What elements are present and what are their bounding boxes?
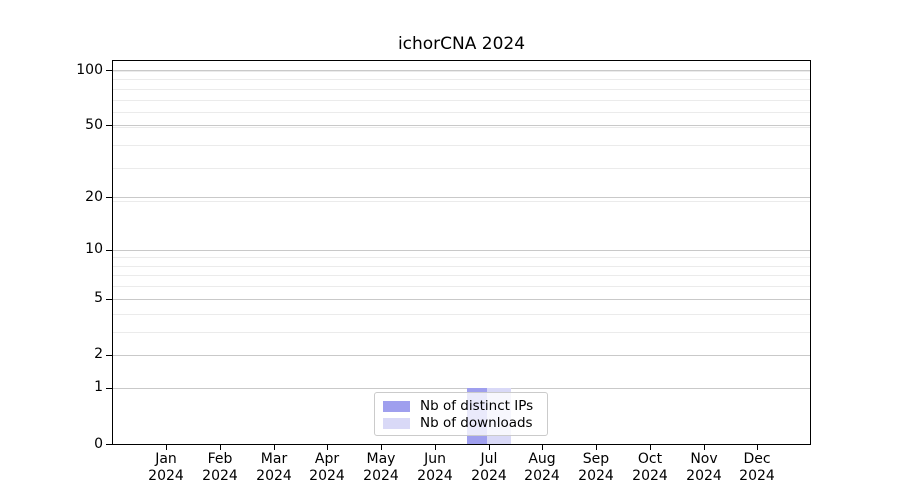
y-tick-mark: [106, 299, 112, 300]
x-tick-label: May 2024: [346, 451, 416, 485]
x-tick-year: 2024: [632, 468, 668, 484]
x-tick-year: 2024: [417, 468, 453, 484]
x-tick-month: May: [366, 451, 396, 467]
legend-item: Nb of distinct IPs: [382, 398, 540, 414]
x-tick-label: Jun 2024: [400, 451, 470, 485]
x-tick-mark: [327, 445, 328, 450]
x-tick-label: Oct 2024: [615, 451, 685, 485]
x-tick-label: Nov 2024: [669, 451, 739, 485]
minor-gridline: [113, 112, 810, 113]
y-tick-label: 2: [94, 346, 103, 362]
minor-gridline: [113, 145, 810, 146]
x-tick-mark: [542, 445, 543, 450]
major-gridline: [113, 299, 810, 300]
minor-gridline: [113, 100, 810, 101]
y-tick-mark: [106, 444, 112, 445]
x-tick-mark: [489, 445, 490, 450]
legend-label: Nb of distinct IPs: [420, 398, 534, 414]
minor-gridline: [113, 332, 810, 333]
x-tick-month: Jan: [155, 451, 177, 467]
y-tick-mark: [106, 388, 112, 389]
legend-swatch: [383, 400, 410, 412]
x-tick-year: 2024: [202, 468, 238, 484]
major-gridline: [113, 197, 810, 198]
legend-label: Nb of downloads: [420, 415, 533, 431]
legend-swatch: [383, 417, 410, 429]
x-tick-label: Mar 2024: [239, 451, 309, 485]
major-gridline: [113, 125, 810, 126]
y-tick-label: 1: [94, 379, 103, 395]
x-tick-mark: [757, 445, 758, 450]
minor-gridline: [113, 314, 810, 315]
x-tick-year: 2024: [309, 468, 345, 484]
x-tick-label: Aug 2024: [507, 451, 577, 485]
x-tick-year: 2024: [686, 468, 722, 484]
y-tick-mark: [106, 70, 112, 71]
x-tick-month: Jul: [480, 451, 498, 467]
minor-gridline: [113, 201, 810, 202]
x-tick-mark: [650, 445, 651, 450]
x-tick-month: Feb: [207, 451, 233, 467]
chart-title: ichorCNA 2024: [397, 34, 526, 54]
y-tick-mark: [106, 197, 112, 198]
x-tick-year: 2024: [471, 468, 507, 484]
y-tick-label: 0: [94, 436, 103, 452]
x-tick-year: 2024: [524, 468, 560, 484]
x-tick-year: 2024: [578, 468, 614, 484]
x-tick-label: Sep 2024: [561, 451, 631, 485]
x-tick-month: Nov: [690, 451, 718, 467]
x-tick-mark: [596, 445, 597, 450]
major-gridline: [113, 388, 810, 389]
x-tick-year: 2024: [148, 468, 184, 484]
major-gridline: [113, 355, 810, 356]
x-tick-label: Feb 2024: [185, 451, 255, 485]
y-tick-label: 100: [76, 62, 103, 78]
y-tick-mark: [106, 355, 112, 356]
minor-gridline: [113, 275, 810, 276]
major-gridline: [113, 70, 810, 71]
minor-gridline: [113, 257, 810, 258]
major-gridline: [113, 250, 810, 251]
y-tick-mark: [106, 250, 112, 251]
x-tick-mark: [381, 445, 382, 450]
x-tick-month: Apr: [314, 451, 340, 467]
x-tick-month: Mar: [260, 451, 288, 467]
x-tick-mark: [435, 445, 436, 450]
x-tick-year: 2024: [739, 468, 775, 484]
x-tick-mark: [274, 445, 275, 450]
x-tick-label: Jan 2024: [131, 451, 201, 485]
minor-gridline: [113, 168, 810, 169]
x-tick-month: Sep: [582, 451, 610, 467]
x-tick-label: Jul 2024: [454, 451, 524, 485]
y-tick-mark: [106, 125, 112, 126]
minor-gridline: [113, 266, 810, 267]
minor-gridline: [113, 286, 810, 287]
x-tick-mark: [166, 445, 167, 450]
x-tick-month: Jun: [424, 451, 446, 467]
x-tick-label: Dec 2024: [722, 451, 792, 485]
y-tick-label: 5: [94, 290, 103, 306]
x-tick-month: Dec: [743, 451, 771, 467]
x-tick-year: 2024: [256, 468, 292, 484]
minor-gridline: [113, 89, 810, 90]
x-tick-mark: [704, 445, 705, 450]
y-tick-label: 50: [85, 117, 103, 133]
legend-item: Nb of downloads: [382, 415, 540, 431]
x-tick-mark: [220, 445, 221, 450]
minor-gridline: [113, 71, 810, 72]
y-tick-label: 20: [85, 189, 103, 205]
minor-gridline: [113, 79, 810, 80]
minor-gridline: [113, 127, 810, 128]
y-tick-label: 10: [85, 241, 103, 257]
x-tick-month: Aug: [528, 451, 556, 467]
legend: Nb of distinct IPs Nb of downloads: [374, 392, 548, 436]
x-tick-label: Apr 2024: [292, 451, 362, 485]
x-tick-month: Oct: [637, 451, 663, 467]
x-tick-year: 2024: [363, 468, 399, 484]
